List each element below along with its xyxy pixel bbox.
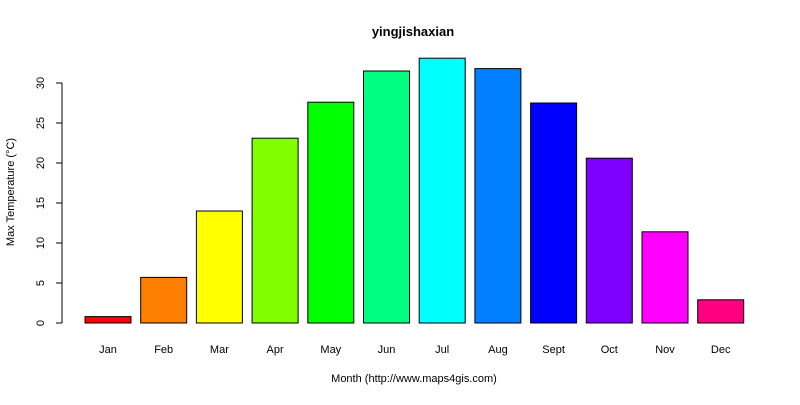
bar-mar [195, 210, 243, 324]
x-tick-label: Jun [378, 344, 396, 356]
y-axis-title: Max Temperature (°C) [5, 138, 17, 246]
y-tick-label: 30 [35, 77, 47, 89]
x-tick-label: Aug [488, 344, 508, 356]
bar-oct [585, 157, 633, 324]
x-tick-label: Jan [99, 344, 117, 356]
x-tick-label: Dec [711, 344, 731, 356]
x-tick-label: May [320, 344, 341, 356]
x-axis-title: Month (http://www.maps4gis.com) [331, 373, 497, 385]
x-tick-label: Jul [435, 344, 449, 356]
y-tick-label: 25 [35, 117, 47, 129]
x-tick-label: Apr [267, 344, 284, 356]
x-tick-label: Nov [655, 344, 675, 356]
bars [84, 57, 745, 324]
x-tick-label: Feb [154, 344, 173, 356]
bar-nov [641, 231, 689, 324]
x-tick-label: Sept [542, 344, 565, 356]
bar-may [307, 101, 355, 324]
y-tick-label: 15 [35, 197, 47, 209]
bar-jan [84, 316, 132, 324]
y-tick-label: 0 [35, 320, 47, 326]
x-tick-label: Mar [210, 344, 229, 356]
x-tick-label: Oct [601, 344, 618, 356]
y-axis: 0 5 10 15 20 25 30 [35, 77, 63, 326]
bar-jun [363, 70, 410, 324]
y-tick-label: 10 [35, 237, 47, 249]
bar-feb [140, 276, 188, 324]
bar-sept [530, 102, 578, 324]
bar-jul [418, 57, 466, 324]
bar-aug [474, 68, 522, 324]
y-tick-label: 20 [35, 157, 47, 169]
chart-title: yingjishaxian [372, 24, 454, 39]
bar-apr [251, 137, 299, 324]
bar-dec [697, 299, 745, 324]
x-axis-labels: Jan Feb Mar Apr May Jun Jul Aug Sept Oct Nov Dec [99, 344, 731, 356]
y-tick-label: 5 [35, 280, 47, 286]
